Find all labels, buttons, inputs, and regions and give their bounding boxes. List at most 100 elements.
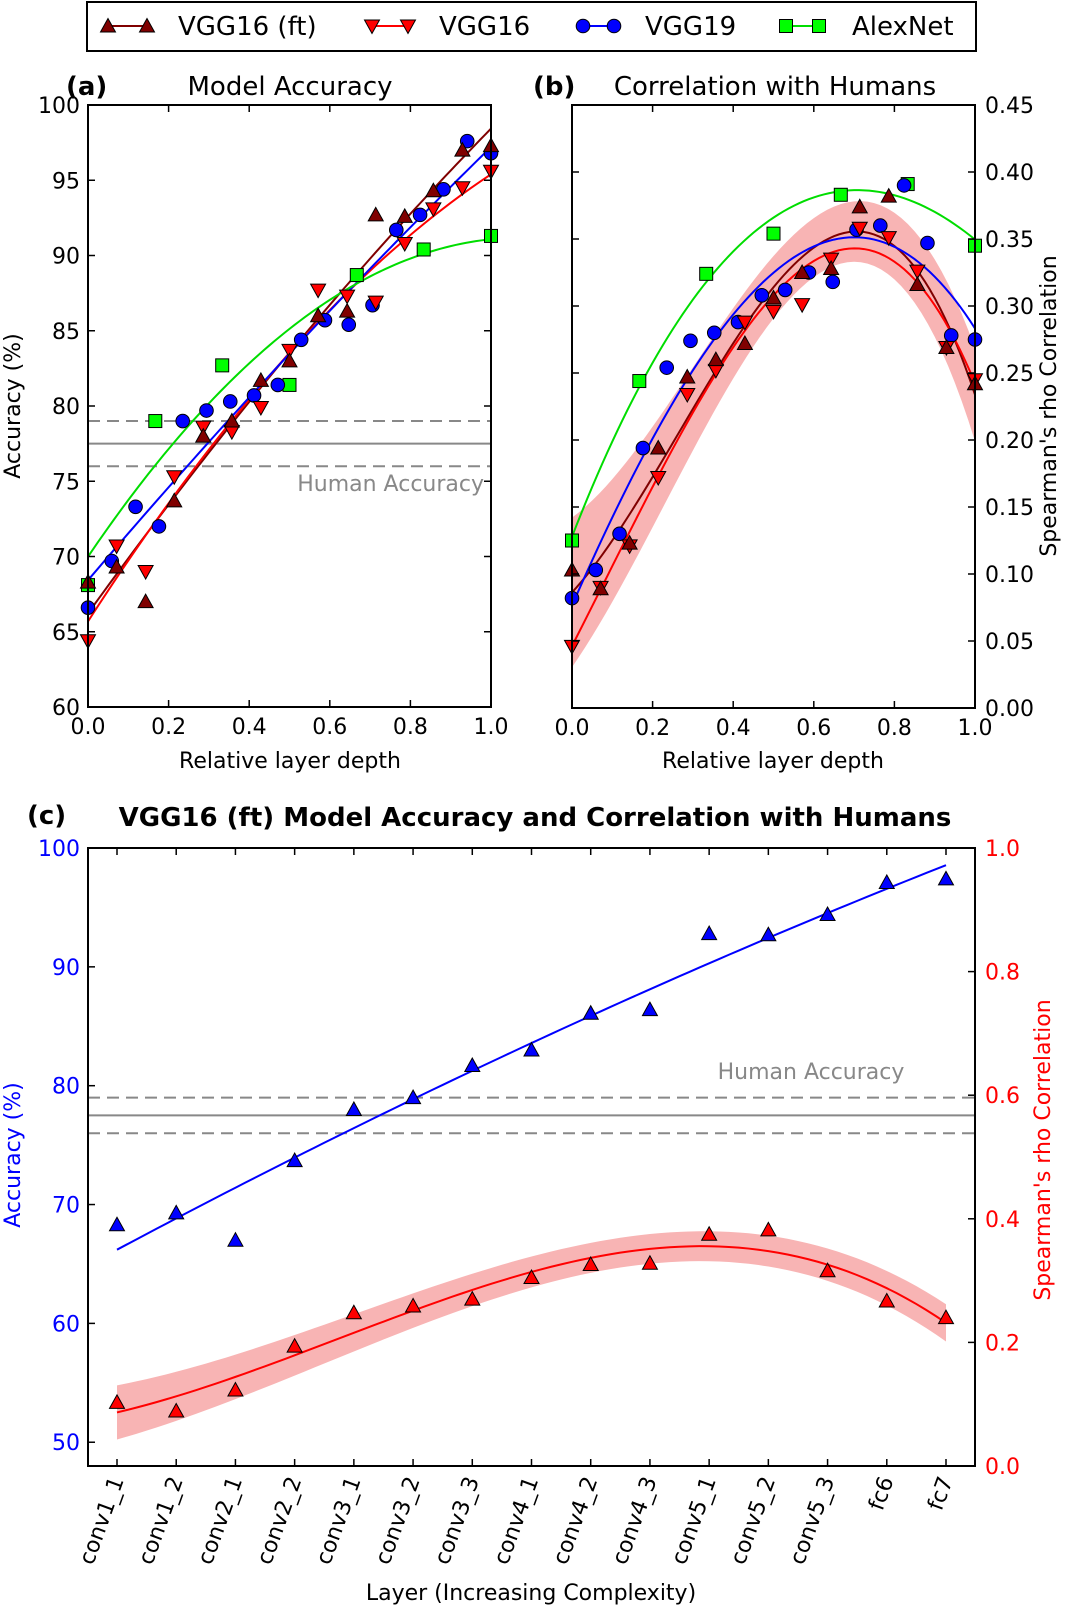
right-y-tick-label: 0.4: [985, 1208, 1020, 1233]
circle-icon: [606, 18, 622, 34]
panel-a-label: (a): [66, 72, 107, 102]
markers: [108, 870, 955, 1418]
data-point-vgg16-ft-: [592, 580, 609, 596]
y-tick-label: 0.05: [985, 630, 1034, 655]
y-tick-label: 0.20: [985, 429, 1034, 454]
data-point-vgg19: [683, 333, 698, 349]
legend-label: AlexNet: [852, 12, 954, 42]
fit-line-vgg16: [88, 173, 491, 622]
correlation-data-point: [286, 1337, 303, 1353]
panel-c-human-accuracy-label: Human Accuracy: [718, 1060, 905, 1085]
data-point-vgg16-ft-: [338, 302, 356, 318]
x-tick-label: fc7: [924, 1474, 959, 1514]
data-point-alexnet: [416, 242, 431, 257]
data-point-vgg16-ft-: [454, 141, 471, 157]
plot-area: [572, 189, 975, 668]
data-point-vgg19: [199, 403, 214, 418]
accuracy-data-point: [937, 870, 955, 886]
y-tick-label: 65: [52, 621, 80, 646]
x-tick-label: conv2_1: [193, 1474, 248, 1569]
right-y-tick-label: 0.2: [985, 1331, 1020, 1356]
markers: [79, 133, 500, 650]
data-point-vgg16-ft-: [851, 198, 869, 214]
data-point-vgg16: [822, 252, 840, 268]
left-y-tick-label: 80: [52, 1075, 80, 1100]
right-y-tick-label: 1.0: [985, 837, 1020, 862]
correlation-data-point: [404, 1297, 422, 1313]
x-tick-label: 0.0: [555, 716, 590, 741]
x-tick-label: conv4_3: [608, 1474, 663, 1569]
legend-entry: VGG19: [575, 12, 736, 42]
data-point-vgg19: [293, 332, 309, 348]
panel-b-y-axis-label: Spearman's rho Correlation: [1037, 255, 1062, 556]
data-point-alexnet: [632, 374, 647, 389]
legend-frame: [86, 1, 977, 52]
accuracy-data-point: [700, 925, 718, 941]
accuracy-fit-line: [116, 864, 947, 1251]
x-tick-label: 1.0: [958, 716, 993, 741]
data-point-vgg19: [612, 526, 627, 542]
data-point-vgg16-ft-: [909, 276, 926, 292]
correlation-data-point: [108, 1393, 126, 1409]
circle-icon: [575, 18, 591, 34]
accuracy-data-point: [641, 1001, 659, 1017]
x-tick-label: 1.0: [474, 715, 509, 740]
data-point-vgg16-ft-: [396, 207, 414, 223]
accuracy-data-point: [463, 1056, 481, 1072]
accuracy-data-point: [167, 1204, 185, 1220]
data-point-vgg16: [649, 471, 667, 487]
y-tick-label: 85: [52, 320, 80, 345]
y-tick-label: 80: [52, 395, 80, 420]
x-tick-label: 0.0: [71, 715, 106, 740]
x-tick-label: 0.6: [312, 715, 347, 740]
y-tick-label: 100: [38, 94, 80, 119]
legend: VGG16 (ft) VGG16 VGG19 AlexNet: [86, 1, 977, 52]
data-point-vgg16: [252, 401, 270, 417]
data-point-vgg16: [880, 231, 898, 247]
data-point-vgg16: [454, 181, 471, 197]
accuracy-data-point: [404, 1089, 422, 1105]
data-point-vgg19: [872, 218, 888, 233]
accuracy-data-point: [345, 1100, 363, 1116]
correlation-data-point: [937, 1309, 955, 1325]
correlation-data-point: [345, 1304, 363, 1320]
data-point-vgg16: [765, 304, 782, 320]
data-point-vgg16-ft-: [880, 187, 898, 203]
data-point-vgg16-ft-: [822, 259, 840, 275]
x-tick-label: conv1_1: [75, 1474, 130, 1569]
x-tick-label: conv1_2: [134, 1474, 189, 1569]
left-y-tick-label: 60: [52, 1312, 80, 1337]
legend-entry: VGG16: [363, 12, 530, 42]
data-point-vgg16: [309, 283, 327, 299]
panel-a-y-axis-label: Accuracy (%): [1, 333, 26, 479]
accuracy-data-point: [523, 1041, 540, 1057]
correlation-data-point: [167, 1402, 185, 1418]
x-tick-label: 0.4: [716, 716, 751, 741]
right-y-tick-label: 0.6: [985, 1084, 1020, 1109]
correlation-data-point: [819, 1262, 836, 1278]
triangle-up-icon: [138, 17, 156, 33]
data-point-vgg16: [338, 289, 356, 305]
x-tick-label: conv3_2: [371, 1474, 426, 1569]
data-point-vgg16-ft-: [281, 352, 298, 368]
data-point-alexnet: [766, 226, 781, 241]
y-tick-label: 90: [52, 245, 80, 270]
accuracy-data-point: [582, 1004, 600, 1020]
data-point-vgg16-ft-: [367, 206, 385, 222]
legend-entry: VGG16 (ft): [99, 12, 317, 42]
data-point-vgg19: [246, 388, 262, 403]
data-point-vgg16: [396, 236, 414, 252]
data-point-vgg16: [793, 298, 811, 314]
data-point-vgg16-ft-: [707, 351, 725, 367]
data-point-vgg16-ft-: [137, 593, 154, 609]
data-point-vgg19: [128, 499, 143, 515]
correlation-data-point: [878, 1292, 896, 1308]
correlation-data-point: [227, 1381, 244, 1397]
data-point-vgg19: [777, 282, 793, 298]
data-point-vgg16-ft-: [793, 263, 811, 279]
x-tick-label: fc6: [864, 1474, 899, 1514]
y-tick-label: 0.25: [985, 362, 1034, 387]
square-icon: [812, 19, 826, 33]
data-point-vgg16: [281, 343, 298, 359]
data-point-vgg16: [137, 565, 154, 581]
